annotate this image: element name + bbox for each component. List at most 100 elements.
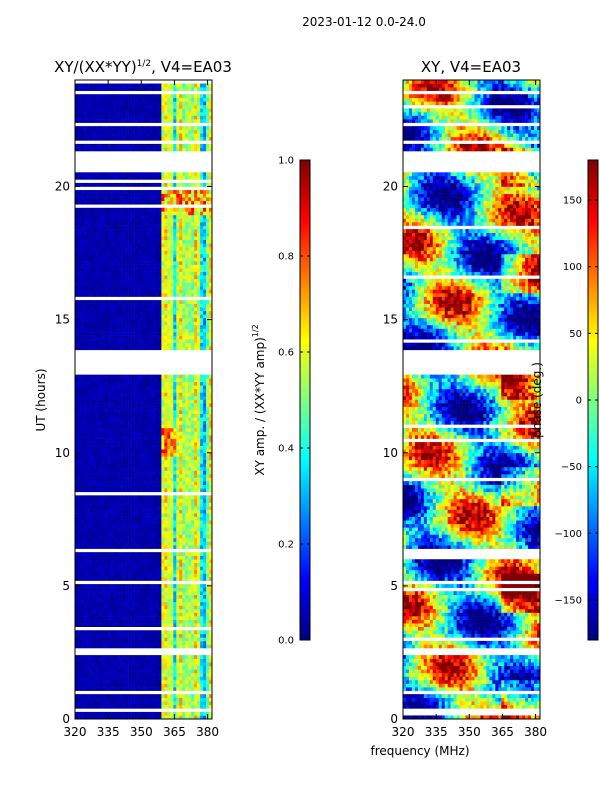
heatmap-cell	[164, 378, 168, 383]
heatmap-cell	[182, 694, 186, 698]
heatmap-cell	[161, 662, 165, 667]
heatmap-cell	[107, 541, 112, 546]
heatmap-cell	[185, 463, 189, 468]
heatmap-cell	[137, 420, 141, 425]
heatmap-cell	[104, 378, 109, 383]
heatmap-cell	[167, 498, 171, 503]
heatmap-cell	[140, 534, 144, 539]
heatmap-cell	[95, 459, 100, 464]
heatmap-cell	[188, 587, 192, 592]
heatmap-cell	[191, 307, 195, 312]
heatmap-cell	[101, 481, 106, 485]
heatmap-cell	[158, 587, 162, 592]
heatmap-cell	[95, 435, 100, 439]
heatmap-cell	[158, 289, 162, 294]
heatmap-cell	[122, 452, 126, 457]
heatmap-cell	[194, 509, 198, 514]
heatmap-cell	[170, 289, 174, 294]
heatmap-cell	[182, 474, 186, 478]
heatmap-cell	[173, 644, 177, 649]
heatmap-cell	[146, 307, 150, 312]
heatmap-cell	[116, 655, 120, 659]
heatmap-cell	[137, 466, 141, 471]
heatmap-cell	[167, 541, 171, 546]
heatmap-cell	[206, 676, 210, 681]
heatmap-cell	[92, 513, 97, 517]
heatmap-cell	[176, 573, 180, 578]
heatmap-cell	[134, 616, 138, 620]
heatmap-cell	[86, 303, 91, 308]
heatmap-cell	[104, 303, 109, 308]
heatmap-cell	[152, 427, 156, 432]
heatmap-cell	[131, 310, 135, 315]
heatmap-cell	[203, 584, 207, 588]
heatmap-cell	[206, 630, 210, 635]
heatmap-cell	[98, 672, 103, 677]
heatmap-cell	[119, 452, 123, 457]
heatmap-cell	[170, 559, 174, 564]
heatmap-cell	[80, 506, 85, 510]
heatmap-cell	[140, 395, 144, 400]
heatmap-cell	[125, 310, 129, 315]
heatmap-cell	[185, 687, 189, 691]
heatmap-cell	[185, 456, 189, 461]
heatmap-cell	[83, 527, 88, 532]
heatmap-cell	[194, 488, 198, 493]
heatmap-cell	[140, 552, 144, 556]
heatmap-cell	[134, 605, 138, 610]
heatmap-cell	[191, 417, 195, 422]
heatmap-cell	[173, 477, 177, 482]
heatmap-cell	[134, 612, 138, 617]
heatmap-cell	[140, 399, 144, 404]
heatmap-cell	[122, 694, 126, 698]
heatmap-cell	[95, 442, 100, 446]
heatmap-cell	[113, 516, 117, 521]
heatmap-cell	[149, 282, 153, 287]
heatmap-cell	[104, 502, 109, 507]
heatmap-cell	[182, 285, 186, 290]
heatmap-cell	[191, 456, 195, 461]
heatmap-cell	[140, 612, 144, 617]
heatmap-cell	[101, 644, 106, 649]
heatmap-cell	[137, 342, 141, 347]
heatmap-cell	[75, 332, 79, 336]
heatmap-cell	[98, 633, 103, 638]
heatmap-cell	[110, 321, 115, 326]
heatmap-cell	[197, 506, 201, 510]
heatmap-cell	[149, 605, 153, 610]
heatmap-cell	[206, 452, 210, 457]
heatmap-cell	[86, 697, 91, 702]
heatmap-cell	[80, 285, 85, 290]
heatmap-cell	[179, 300, 183, 304]
heatmap-cell	[194, 534, 198, 539]
heatmap-cell	[119, 374, 123, 379]
heatmap-cell	[75, 395, 79, 400]
heatmap-cell	[125, 431, 129, 436]
heatmap-cell	[113, 616, 117, 620]
heatmap-cell	[83, 456, 88, 461]
heatmap-cell	[92, 516, 97, 521]
heatmap-cell	[200, 498, 204, 503]
heatmap-cell	[86, 644, 91, 649]
heatmap-cell	[89, 346, 94, 351]
heatmap-cell	[155, 506, 159, 510]
heatmap-cell	[101, 310, 106, 315]
heatmap-cell	[146, 406, 150, 411]
heatmap-cell	[194, 506, 198, 510]
heatmap-cell	[149, 687, 153, 691]
heatmap-cell	[128, 559, 132, 564]
heatmap-cell	[128, 392, 132, 397]
heatmap-cell	[116, 584, 120, 588]
heatmap-cell	[95, 282, 100, 287]
heatmap-cell	[89, 559, 94, 564]
heatmap-cell	[188, 459, 192, 464]
heatmap-cell	[197, 285, 201, 290]
heatmap-cell	[170, 694, 174, 698]
heatmap-cell	[170, 534, 174, 539]
heatmap-cell	[188, 655, 192, 659]
heatmap-cell	[182, 523, 186, 528]
heatmap-cell	[203, 545, 207, 549]
heatmap-cell	[152, 335, 156, 340]
heatmap-cell	[206, 282, 210, 287]
heatmap-cell	[92, 598, 97, 603]
